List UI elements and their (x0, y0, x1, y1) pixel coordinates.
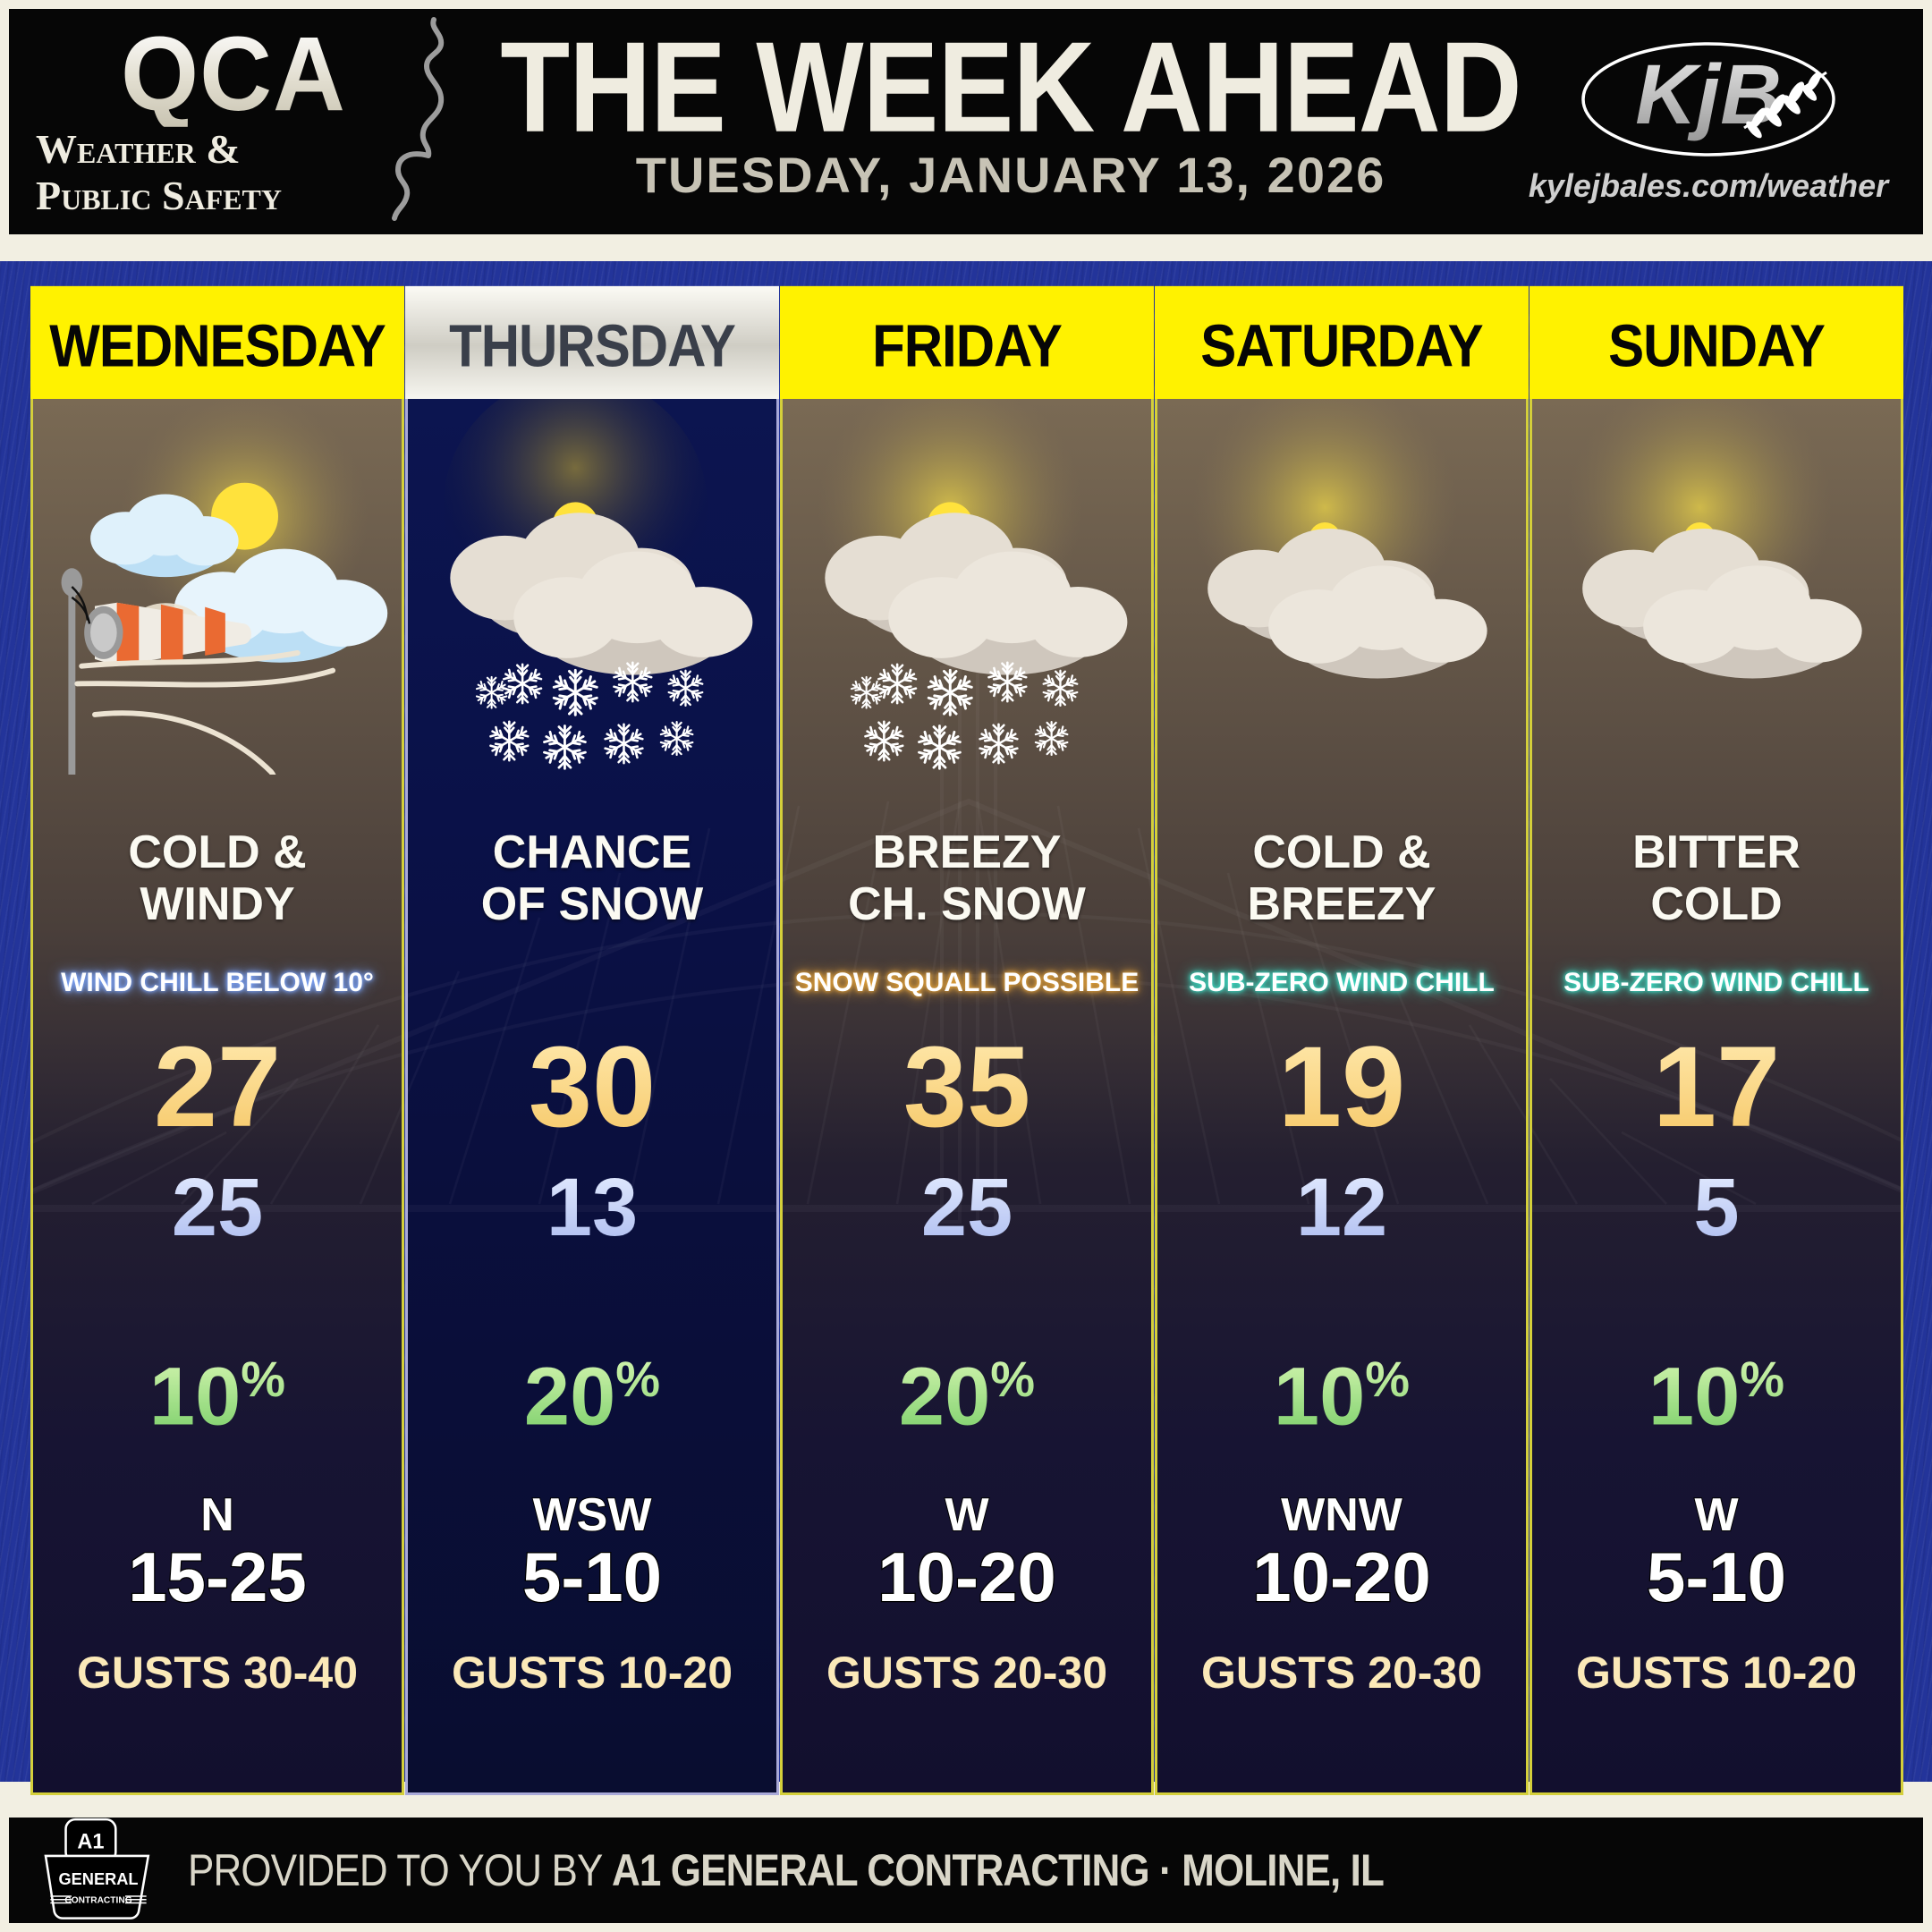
svg-text:CONTRACTING: CONTRACTING (64, 1895, 131, 1905)
svg-text:KjB: KjB (1635, 47, 1782, 142)
svg-text:GENERAL: GENERAL (58, 1869, 138, 1888)
svg-text:A1: A1 (77, 1830, 104, 1853)
